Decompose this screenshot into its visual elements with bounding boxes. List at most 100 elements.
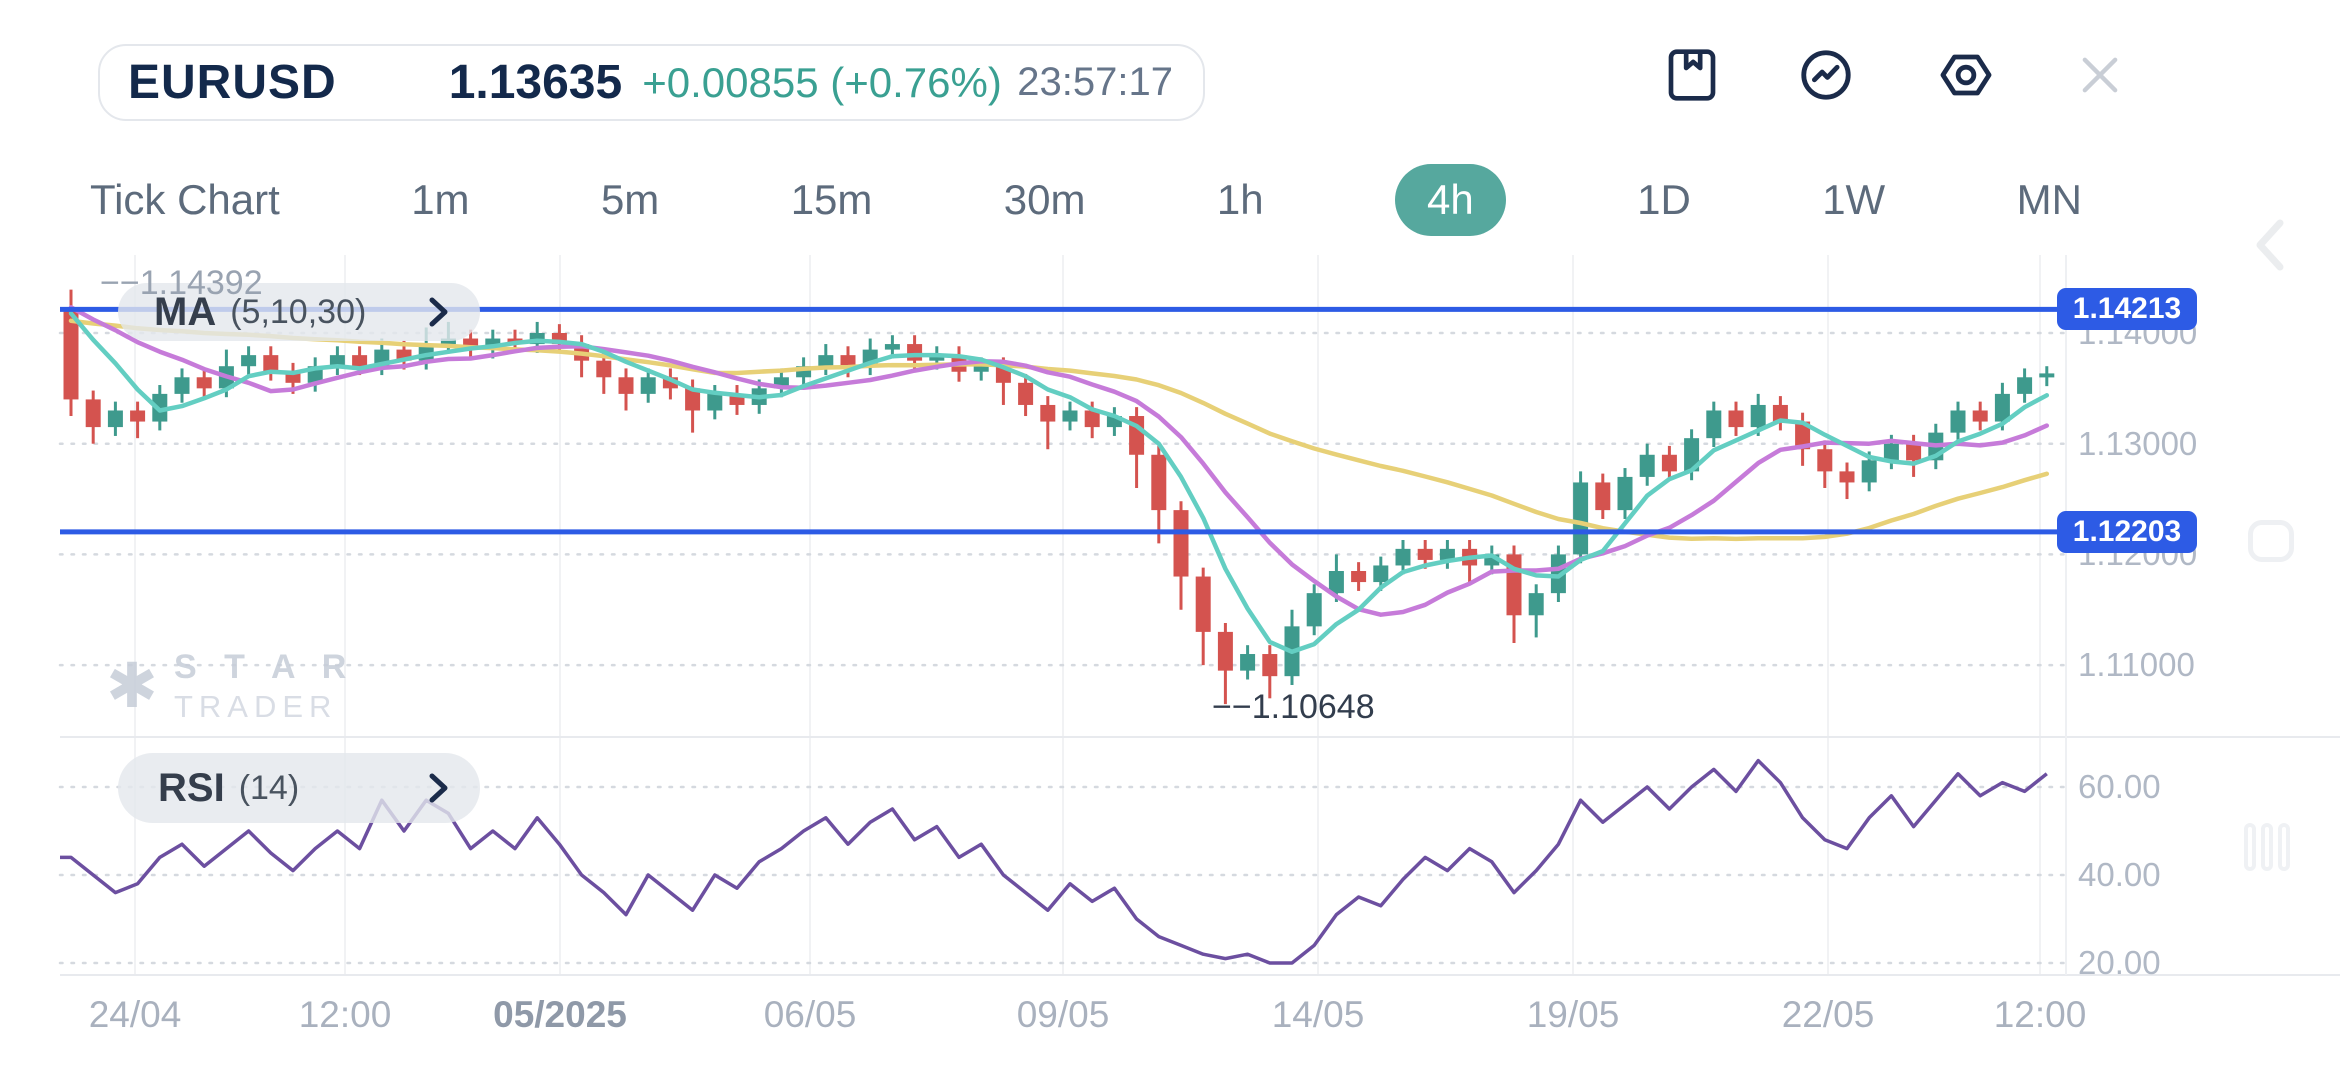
candle-body — [1262, 654, 1278, 677]
candle-body — [396, 349, 412, 361]
tab-1d[interactable]: 1D — [1637, 176, 1691, 223]
candle-body — [773, 377, 789, 389]
ma30-line — [68, 318, 2050, 542]
candle-body — [1994, 393, 2010, 422]
last-price: 1.13635 — [448, 56, 623, 109]
collapse-panel-handle[interactable] — [2248, 216, 2292, 274]
candle-body — [1373, 565, 1389, 583]
tab-tick-chart[interactable]: Tick Chart — [90, 176, 280, 223]
candle-body — [1684, 438, 1700, 472]
candle-body — [818, 355, 834, 367]
tab-mn[interactable]: MN — [2016, 176, 2082, 223]
brand-name-top: S T A R — [173, 648, 356, 686]
close-button[interactable] — [2068, 43, 2132, 107]
settings-icon — [1940, 54, 1992, 96]
candle-body — [1706, 410, 1722, 439]
indicator-button[interactable] — [1794, 43, 1858, 107]
price-level-badge[interactable]: 1.14213 — [2057, 288, 2197, 331]
candle-body — [1950, 410, 1966, 433]
rsi-indicator-legend[interactable]: RSI (14) — [118, 753, 480, 823]
tab-30m[interactable]: 30m — [1003, 176, 1086, 223]
chevron-left-icon — [2256, 219, 2284, 271]
ma-params: (5,10,30) — [230, 292, 367, 331]
candle-body — [729, 393, 745, 405]
candle-body — [1772, 404, 1788, 422]
candle-body — [1018, 382, 1034, 405]
candle-body — [1528, 593, 1544, 616]
candle-body — [796, 366, 812, 378]
candle-body — [241, 355, 257, 367]
symbol-header[interactable]: EURUSD 1.13635 +0.00855 (+0.76%) 23:57:1… — [98, 44, 1205, 121]
candle-body — [285, 371, 301, 383]
candle-body — [1395, 548, 1411, 566]
candle-body — [1484, 554, 1500, 566]
tab-1h[interactable]: 1h — [1216, 176, 1264, 223]
low-price-marker: −−1.10648 — [1212, 688, 1375, 726]
tab-1m[interactable]: 1m — [411, 176, 470, 223]
candle-body — [907, 344, 923, 361]
brand-name-bottom: TRADER — [173, 689, 338, 724]
x-axis-label: 06/05 — [763, 994, 857, 1035]
candle-body — [1728, 410, 1744, 428]
candle-body — [884, 344, 900, 350]
candle-body — [707, 393, 723, 411]
candle-body — [1173, 510, 1189, 577]
candle-body — [840, 355, 856, 367]
candle-body — [1617, 476, 1633, 511]
candle-body — [1439, 548, 1455, 560]
candle-body — [1972, 410, 1988, 422]
candle-body — [463, 338, 479, 350]
candle-body — [107, 410, 123, 428]
candle-body — [1062, 410, 1078, 422]
settings-button[interactable] — [1934, 43, 1998, 107]
high-price-marker: −−1.14392 — [100, 264, 263, 302]
candle-body — [196, 377, 212, 389]
tab-5m[interactable]: 5m — [600, 176, 660, 223]
candle-body — [2039, 373, 2055, 378]
ma-indicator-legend[interactable]: MA (5,10,30) — [118, 283, 480, 341]
tab-1w[interactable]: 1W — [1822, 176, 1886, 223]
symbol-name: EURUSD — [128, 56, 337, 109]
candle-body — [63, 310, 79, 400]
x-axis-label: 05/2025 — [493, 994, 627, 1035]
candle-body — [1351, 571, 1367, 583]
brand-watermark: ✱ S T A R TRADER — [106, 648, 355, 725]
rsi-axis-label: 40.00 — [2078, 856, 2161, 893]
rsi-axis-label: 20.00 — [2078, 944, 2161, 981]
candle-body — [1750, 404, 1766, 428]
candle-body — [1084, 410, 1100, 428]
pane-resize-handle[interactable] — [2244, 823, 2290, 871]
timeframe-tabs: Tick Chart 1m 5m 15m 30m 1h 4h 1D 1W MN — [90, 164, 2082, 236]
candle-body — [618, 377, 634, 394]
x-axis-label: 19/05 — [1526, 994, 1620, 1035]
candle-body — [1795, 421, 1811, 450]
x-axis-label: 22/05 — [1781, 994, 1875, 1035]
bookmark-button[interactable] — [1660, 43, 1724, 107]
ma-label: MA — [154, 289, 217, 334]
rsi-label: RSI — [158, 765, 225, 810]
x-axis-label: 14/05 — [1271, 994, 1365, 1035]
candle-body — [85, 399, 101, 428]
price-change: +0.00855 (+0.76%) — [642, 58, 1002, 106]
x-axis-label: 12:00 — [298, 994, 392, 1035]
tab-15m[interactable]: 15m — [790, 176, 873, 223]
drawing-tool-button[interactable] — [2248, 520, 2294, 562]
x-axis-label: 09/05 — [1016, 994, 1110, 1035]
candle-body — [1217, 631, 1233, 671]
chevron-right-icon[interactable] — [424, 292, 452, 332]
candle-body — [329, 355, 345, 367]
candle-body — [640, 377, 656, 394]
chevron-right-icon[interactable] — [424, 768, 452, 808]
tab-4h[interactable]: 4h — [1395, 164, 1506, 236]
candle-body — [1883, 443, 1899, 461]
candle-body — [2017, 377, 2033, 394]
candle-body — [174, 377, 190, 394]
star-logo-icon: ✱ — [106, 651, 158, 721]
candle-body — [1861, 460, 1877, 483]
rsi-params: (14) — [238, 768, 300, 807]
candle-body — [973, 366, 989, 372]
price-level-badge[interactable]: 1.12203 — [2057, 510, 2197, 553]
x-axis-label: 12:00 — [1993, 994, 2087, 1035]
